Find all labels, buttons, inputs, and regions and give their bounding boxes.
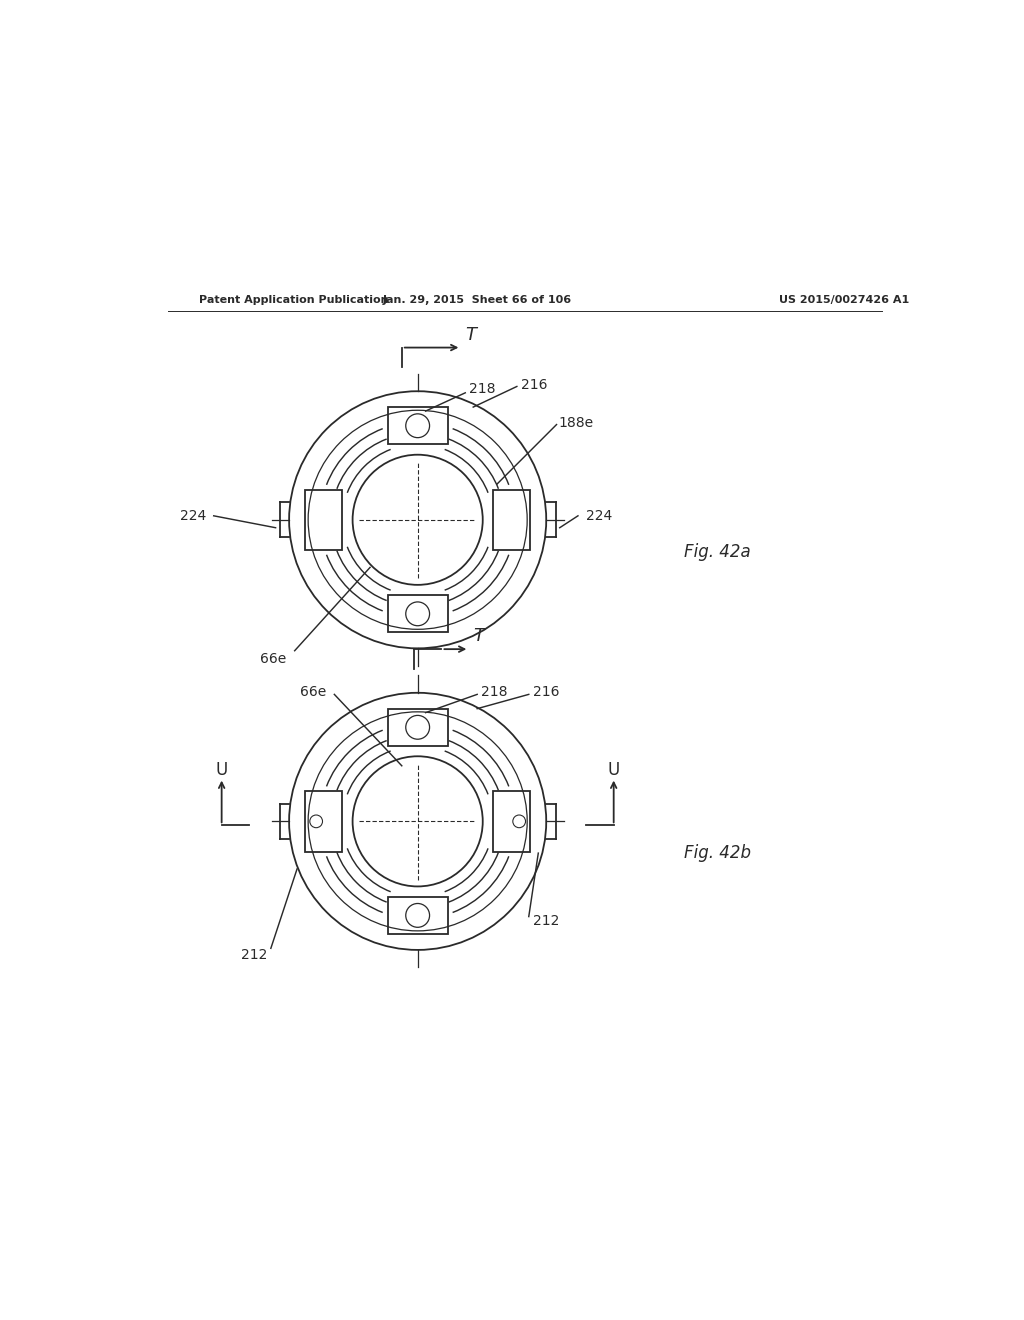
Text: T: T bbox=[465, 326, 476, 343]
Text: U: U bbox=[607, 760, 620, 779]
Bar bbox=[387, 709, 447, 746]
Text: 224: 224 bbox=[179, 508, 206, 523]
Text: T: T bbox=[473, 627, 484, 645]
Text: Jan. 29, 2015  Sheet 66 of 106: Jan. 29, 2015 Sheet 66 of 106 bbox=[383, 294, 571, 305]
Bar bbox=[387, 896, 447, 935]
Bar bbox=[387, 407, 447, 445]
Bar bbox=[305, 791, 342, 851]
Text: 188e: 188e bbox=[559, 416, 594, 430]
Text: 212: 212 bbox=[241, 948, 267, 962]
Bar bbox=[387, 595, 447, 632]
Text: 218: 218 bbox=[469, 381, 496, 396]
Text: Fig. 42b: Fig. 42b bbox=[684, 843, 751, 862]
Bar bbox=[494, 490, 530, 550]
Bar bbox=[494, 791, 530, 851]
Text: 216: 216 bbox=[521, 378, 548, 392]
Text: US 2015/0027426 A1: US 2015/0027426 A1 bbox=[778, 294, 909, 305]
Text: Fig. 42a: Fig. 42a bbox=[684, 543, 751, 561]
Text: Patent Application Publication: Patent Application Publication bbox=[200, 294, 389, 305]
Text: 218: 218 bbox=[481, 685, 508, 700]
Text: 224: 224 bbox=[586, 508, 612, 523]
Text: 216: 216 bbox=[532, 685, 559, 700]
Bar bbox=[305, 490, 342, 550]
Text: 66e: 66e bbox=[260, 652, 287, 665]
Text: U: U bbox=[215, 760, 227, 779]
Text: 66e: 66e bbox=[300, 685, 327, 700]
Text: 212: 212 bbox=[532, 913, 559, 928]
